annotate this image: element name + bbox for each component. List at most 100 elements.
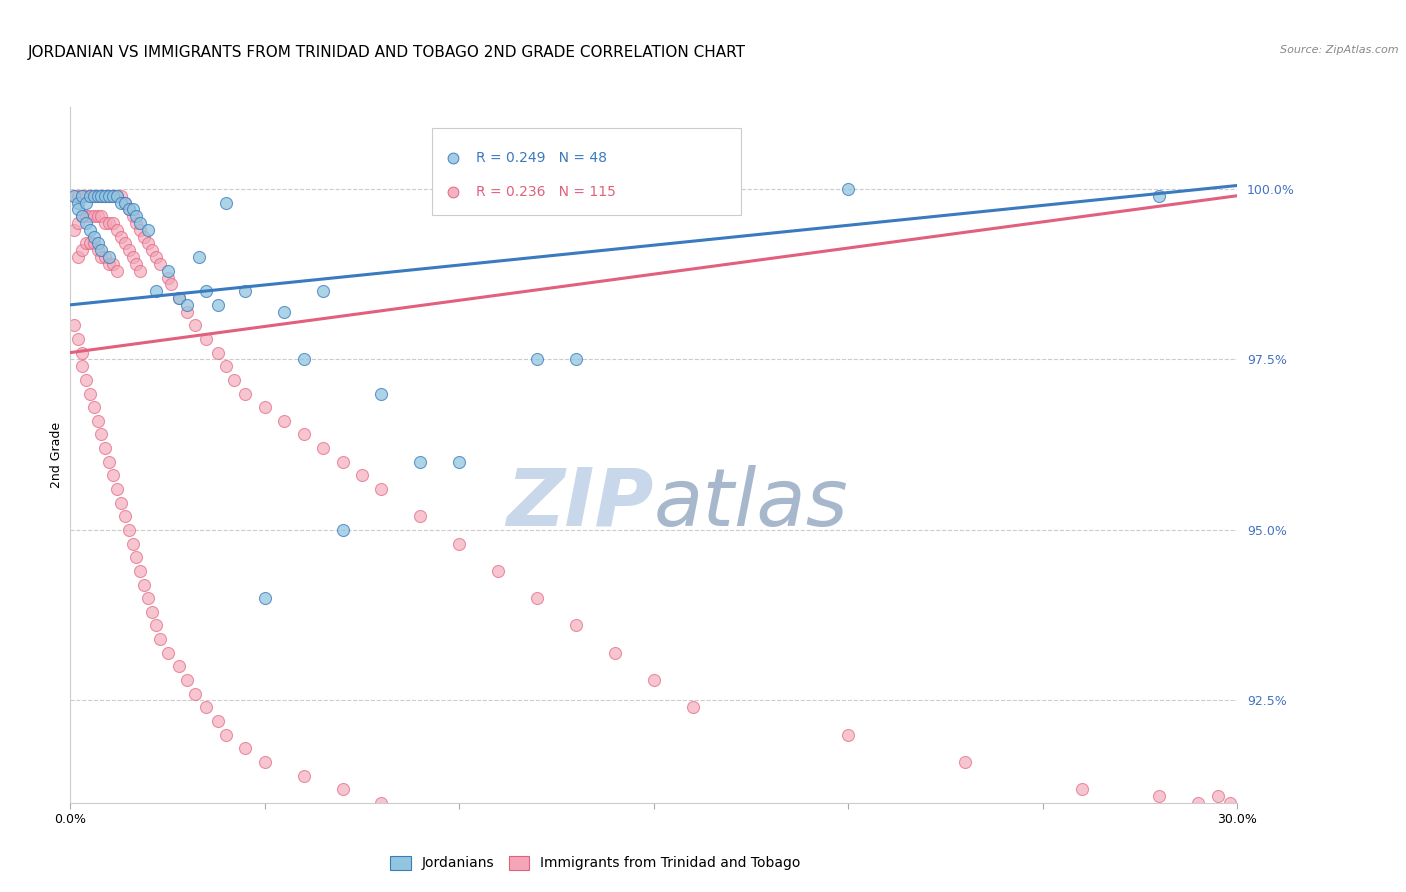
Point xyxy=(1206,789,1229,803)
Point xyxy=(409,455,432,469)
Point xyxy=(292,352,315,367)
Point xyxy=(184,687,207,701)
Point xyxy=(145,618,167,632)
Point xyxy=(67,250,90,264)
Point xyxy=(67,188,90,202)
Point xyxy=(332,455,354,469)
Point xyxy=(253,400,276,414)
Point xyxy=(125,216,148,230)
Point xyxy=(70,188,93,202)
Point xyxy=(156,270,179,285)
Point xyxy=(1334,680,1357,694)
Point xyxy=(86,188,108,202)
Point xyxy=(90,250,112,264)
Point xyxy=(105,223,128,237)
Point xyxy=(136,223,159,237)
Point xyxy=(603,646,626,660)
Point xyxy=(121,250,143,264)
Point xyxy=(233,284,256,298)
Point xyxy=(83,236,105,251)
Point xyxy=(101,216,124,230)
Point xyxy=(114,195,136,210)
Point xyxy=(409,509,432,524)
Point xyxy=(114,509,136,524)
Point xyxy=(98,188,121,202)
Point xyxy=(114,236,136,251)
Point xyxy=(79,188,101,202)
Point xyxy=(118,202,141,217)
Point xyxy=(1149,789,1171,803)
Point xyxy=(67,195,90,210)
Point xyxy=(125,550,148,565)
Point xyxy=(83,229,105,244)
Point xyxy=(207,298,229,312)
Text: R = 0.236   N = 115: R = 0.236 N = 115 xyxy=(477,185,616,199)
Point xyxy=(79,223,101,237)
Point xyxy=(176,304,198,318)
Point xyxy=(79,236,101,251)
Point xyxy=(565,618,588,632)
Point xyxy=(486,564,509,578)
Point xyxy=(526,352,548,367)
Point xyxy=(370,482,392,496)
Point xyxy=(167,291,190,305)
Point xyxy=(105,188,128,202)
Point xyxy=(253,591,276,606)
Point xyxy=(184,318,207,333)
Point xyxy=(526,591,548,606)
Point xyxy=(134,229,156,244)
Point xyxy=(1070,782,1092,797)
Point xyxy=(70,345,93,359)
Point xyxy=(101,468,124,483)
Point xyxy=(215,359,238,374)
Point xyxy=(63,318,86,333)
Point xyxy=(86,209,108,223)
Point xyxy=(332,782,354,797)
Point xyxy=(67,332,90,346)
Point xyxy=(63,188,86,202)
Point xyxy=(75,216,97,230)
Text: atlas: atlas xyxy=(654,465,849,542)
Point xyxy=(75,188,97,202)
Point xyxy=(79,386,101,401)
Point xyxy=(118,202,141,217)
Point xyxy=(75,373,97,387)
Point xyxy=(292,427,315,442)
Point xyxy=(160,277,183,292)
Point xyxy=(125,257,148,271)
Point xyxy=(94,216,117,230)
Point xyxy=(195,332,218,346)
Point xyxy=(94,250,117,264)
Point xyxy=(167,659,190,673)
Point xyxy=(222,373,245,387)
Point xyxy=(156,264,179,278)
Point xyxy=(98,216,121,230)
Point xyxy=(94,188,117,202)
Point xyxy=(136,236,159,251)
Point xyxy=(94,441,117,455)
Point xyxy=(70,359,93,374)
Point xyxy=(110,188,132,202)
Point xyxy=(370,386,392,401)
Point xyxy=(86,414,108,428)
Point xyxy=(94,188,117,202)
Point xyxy=(1218,796,1240,810)
Point xyxy=(312,284,335,298)
Point xyxy=(83,188,105,202)
Point xyxy=(90,427,112,442)
Point xyxy=(233,741,256,756)
Bar xyxy=(432,128,741,215)
Point xyxy=(156,646,179,660)
Point xyxy=(129,216,152,230)
Point xyxy=(86,236,108,251)
Point xyxy=(70,209,93,223)
Point xyxy=(215,728,238,742)
Point xyxy=(90,188,112,202)
Point xyxy=(98,250,121,264)
Point xyxy=(101,188,124,202)
Point xyxy=(187,250,209,264)
Point xyxy=(195,700,218,714)
Point xyxy=(105,188,128,202)
Point xyxy=(101,257,124,271)
Text: ZIP: ZIP xyxy=(506,465,654,542)
